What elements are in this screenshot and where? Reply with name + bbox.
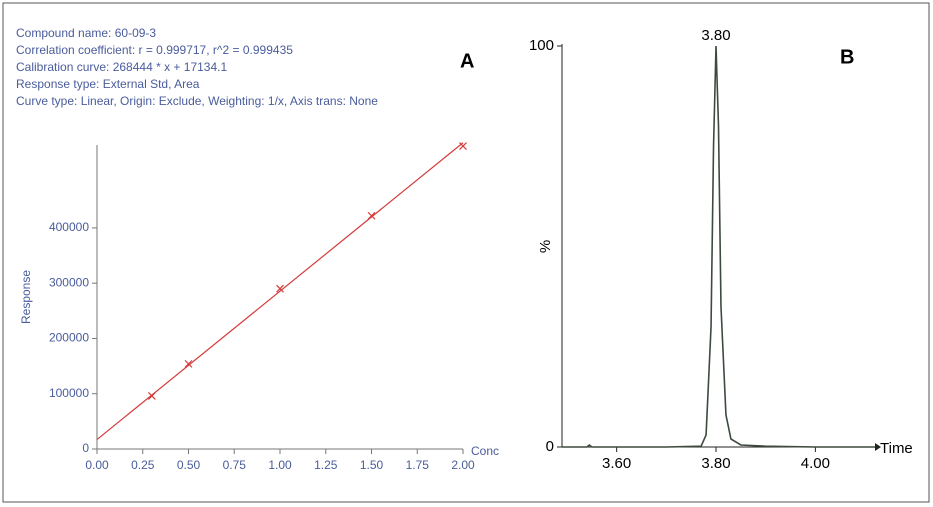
peak-label: 3.80 [701, 27, 730, 44]
info-line: Calibration curve: 268444 * x + 17134.1 [16, 60, 227, 74]
y-axis-label: Response [19, 270, 33, 324]
data-point [459, 142, 467, 151]
data-point [184, 359, 193, 368]
y-tick-label: 400000 [49, 220, 89, 234]
y-tick-label: 300000 [49, 275, 89, 289]
y-tick-label: 0 [82, 441, 89, 455]
data-line [96, 142, 464, 440]
x-tick-label: 0.75 [223, 458, 247, 472]
info-line: Compound name: 60-09-3 [16, 26, 156, 40]
x-tick-label: 0.00 [85, 458, 109, 472]
x-tick-label: 0.25 [131, 458, 155, 472]
x-tick-label: 0.50 [177, 458, 201, 472]
y-tick-label: 0 [546, 438, 554, 455]
info-line: Response type: External Std, Area [16, 77, 200, 91]
x-tick-label: 3.60 [602, 455, 631, 472]
y-axis-label: % [537, 240, 554, 253]
x-tick-label: 4.00 [801, 455, 830, 472]
panel-label: A [460, 50, 474, 72]
data-line [562, 45, 875, 448]
x-tick-label: 1.00 [268, 458, 292, 472]
x-tick-label: 2.00 [451, 458, 475, 472]
x-axis-label: Conc [471, 444, 499, 458]
y-tick-label: 200000 [49, 331, 89, 345]
x-axis-label: Time [880, 440, 913, 457]
axis-arrow [875, 443, 881, 451]
data-point [367, 211, 376, 220]
x-tick-label: 3.80 [701, 455, 730, 472]
panel-label: B [840, 46, 854, 68]
data-point [276, 284, 284, 293]
y-tick-label: 100000 [49, 386, 89, 400]
x-tick-label: 1.25 [314, 458, 338, 472]
x-tick-label: 1.75 [406, 458, 430, 472]
x-tick-label: 1.50 [360, 458, 384, 472]
y-tick-label: 100 [529, 37, 554, 54]
info-line: Correlation coefficient: r = 0.999717, r… [16, 43, 293, 57]
info-line: Curve type: Linear, Origin: Exclude, Wei… [16, 94, 378, 108]
